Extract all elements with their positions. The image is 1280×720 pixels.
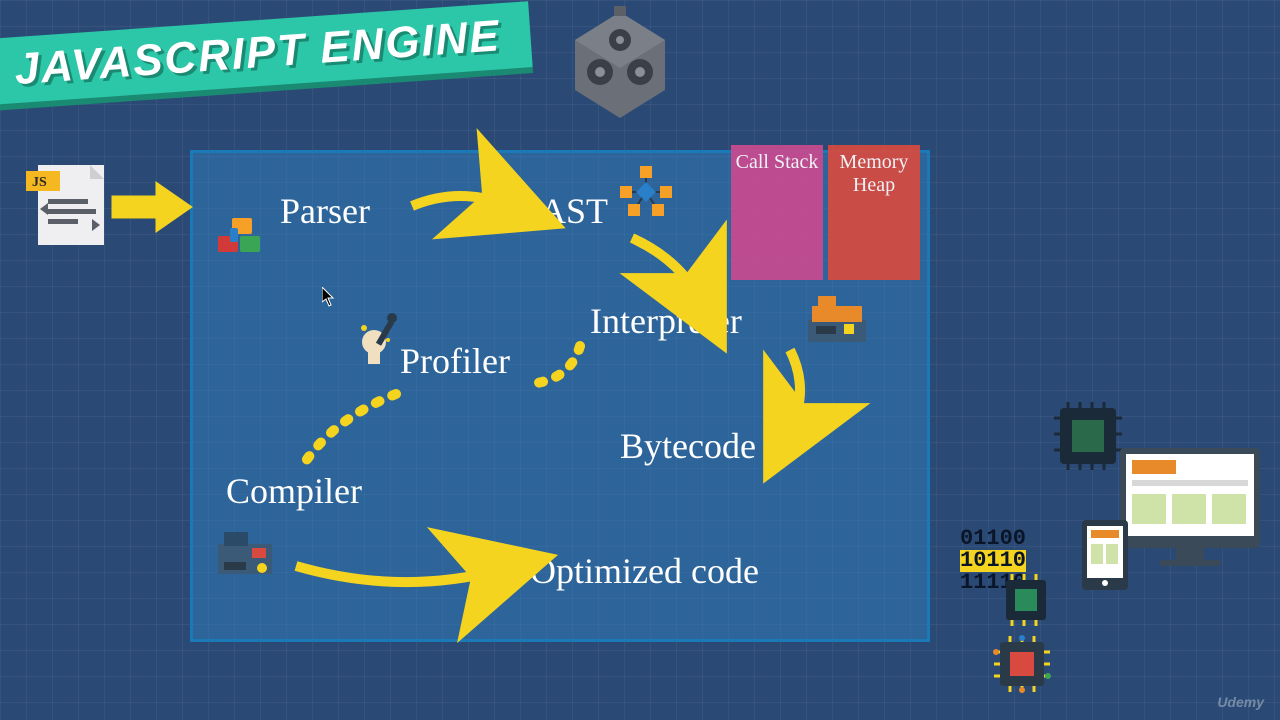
label-optimized: Optimized code (530, 550, 759, 592)
label-ast: AST (540, 190, 608, 232)
memory-heap-block: Memory Heap (828, 145, 920, 280)
udemy-watermark: Udemy (1217, 694, 1264, 710)
page-title: JAVASCRIPT ENGINE (0, 1, 533, 105)
svg-text:JS: JS (32, 175, 47, 190)
cursor-icon (322, 287, 336, 307)
call-stack-block: Call Stack (731, 145, 823, 280)
label-bytecode: Bytecode (620, 425, 756, 467)
label-profiler: Profiler (400, 340, 510, 382)
label-compiler: Compiler (226, 470, 362, 512)
label-interpreter: Interpreter (590, 300, 742, 342)
binary-text: 01100 10110 11110 (960, 528, 1026, 594)
label-parser: Parser (280, 190, 370, 232)
